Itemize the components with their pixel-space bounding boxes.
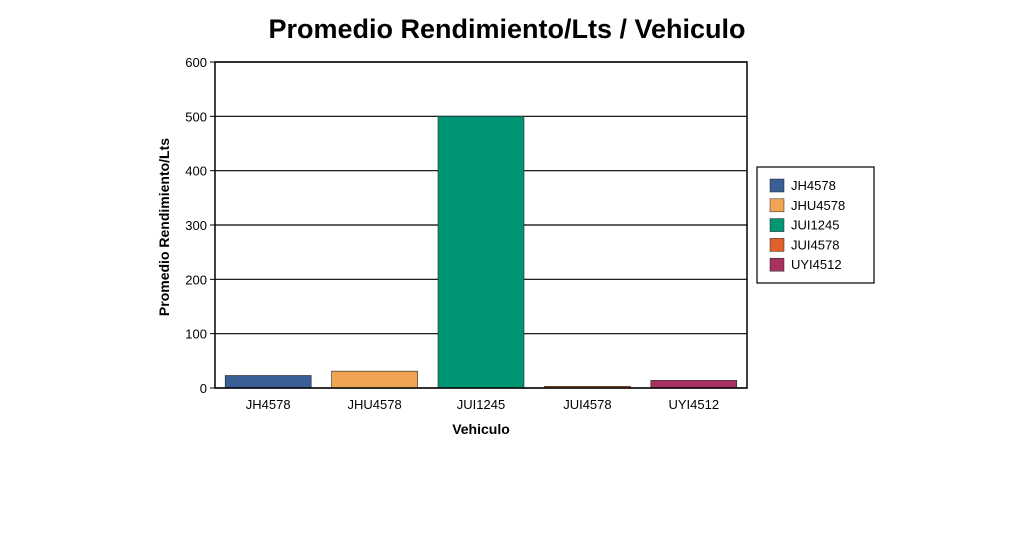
legend-swatch	[769, 198, 785, 213]
legend-label: JUI4578	[791, 237, 839, 252]
y-axis-label: Promedio Rendimiento/Lts	[156, 138, 172, 316]
y-axis-ticks: 0 100 200 300 400 500 600	[185, 55, 215, 396]
y-tick-label: 600	[185, 55, 207, 70]
legend-swatch	[769, 178, 785, 193]
x-tick-label: JUI4578	[563, 397, 611, 412]
x-tick-label: JHU4578	[347, 397, 401, 412]
x-tick-label: JH4578	[246, 397, 291, 412]
y-tick-label: 400	[185, 164, 207, 179]
legend-swatch	[769, 257, 785, 272]
legend: JH4578 JHU4578 JUI1245 JUI4578 UYI4512	[756, 166, 875, 284]
legend-items: JH4578 JHU4578 JUI1245 JUI4578 UYI4512	[769, 178, 845, 272]
bar-uyi4512	[650, 380, 738, 389]
legend-label: UYI4512	[791, 257, 842, 272]
x-tick-label: UYI4512	[669, 397, 720, 412]
x-axis-ticks: JH4578 JHU4578 JUI1245 JUI4578 UYI4512	[246, 397, 719, 412]
y-tick-label: 200	[185, 272, 207, 287]
bars	[224, 116, 738, 389]
legend-swatch	[769, 218, 785, 232]
y-tick-label: 0	[200, 381, 207, 396]
legend-label: JHU4578	[791, 198, 845, 213]
chart-title: Promedio Rendimiento/Lts / Vehiculo	[268, 14, 746, 44]
bar-jhu4578	[331, 370, 418, 389]
bar-jui1245	[437, 116, 525, 389]
x-tick-label: JUI1245	[457, 397, 505, 412]
y-tick-label: 100	[185, 327, 207, 342]
y-tick-label: 300	[185, 218, 207, 233]
legend-swatch	[769, 238, 785, 252]
x-axis-label: Vehiculo	[452, 421, 510, 437]
legend-label: JUI1245	[791, 218, 839, 233]
legend-label: JH4578	[791, 178, 836, 193]
bar-jh4578	[224, 375, 312, 389]
y-tick-label: 500	[185, 109, 207, 124]
